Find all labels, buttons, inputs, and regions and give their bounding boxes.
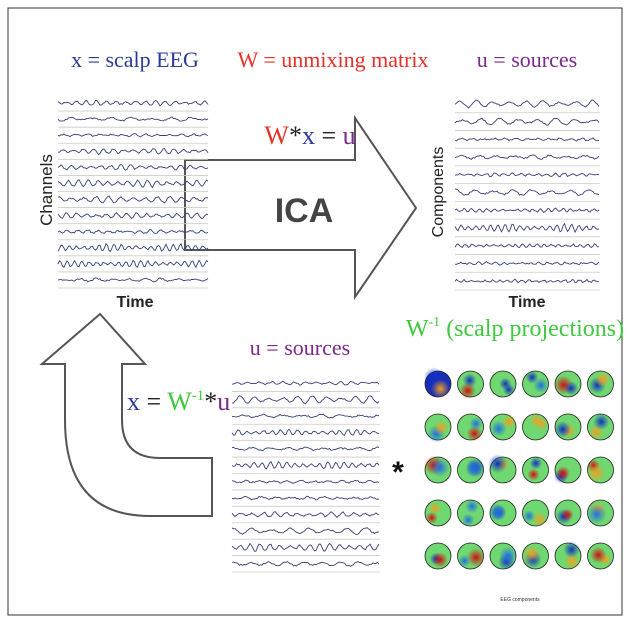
formula-part: W [264, 121, 289, 150]
topo-blob [590, 547, 607, 564]
topo-blob [595, 372, 611, 388]
formula-part: u [217, 387, 230, 416]
topo-blob [527, 468, 540, 481]
topo-blob [489, 503, 507, 521]
topo-blob [431, 380, 450, 399]
formula-part: * [204, 387, 217, 416]
projection-part: (scalp projections) [440, 316, 624, 342]
formula-part: W [167, 387, 192, 416]
topo-caption: EEG components [500, 597, 540, 603]
topo-blob [432, 552, 448, 568]
topo-blob [458, 555, 470, 567]
channels-label: Channels [37, 154, 56, 226]
topo-blob [462, 514, 475, 527]
topo-blob [530, 457, 543, 470]
topo-blob [563, 541, 580, 558]
topo-blob [564, 381, 578, 395]
topo-blob [587, 505, 606, 524]
topo-blob [460, 383, 476, 399]
topo-blob [556, 466, 570, 480]
topo-blob [469, 417, 482, 430]
diagram: x = scalp EEG W = unmixing matrix u = so… [0, 0, 630, 623]
topo-blob [426, 512, 438, 524]
time-label: Time [508, 294, 545, 311]
formula-bottom: x = W-1*u [127, 387, 230, 416]
formula-part: x [302, 121, 315, 150]
time-label: Time [116, 294, 153, 311]
components-label: Components [430, 147, 447, 238]
formula-part: * [289, 121, 302, 150]
topo-blob [554, 421, 570, 437]
topo-blob [499, 378, 511, 390]
topo-blob [593, 414, 609, 430]
projection-part: -1 [429, 315, 441, 330]
topo-blob [465, 459, 484, 478]
formula-part: u [343, 121, 356, 150]
formula-part: = [140, 387, 167, 416]
topo-blob [491, 421, 507, 437]
sources-bottom: u = sources [250, 335, 350, 360]
topo-blob [533, 378, 548, 393]
projection-part: W [406, 316, 429, 342]
topo-blob [523, 510, 535, 522]
formula-top: W*x = u [264, 121, 355, 150]
topo-blob [530, 414, 543, 427]
formula-part: -1 [192, 388, 205, 404]
topo-blob [465, 499, 479, 513]
topo-blob [430, 458, 449, 477]
topo-blob [561, 509, 573, 521]
multiply-sign: * [392, 456, 404, 489]
topo-blob [434, 420, 449, 435]
topo-blob [523, 545, 540, 562]
formula-part: = [315, 121, 343, 150]
eeg-title: x = scalp EEG [71, 47, 199, 72]
topo-blob [499, 547, 517, 565]
topo-blob [488, 454, 507, 473]
formula-part: x [127, 387, 140, 416]
unmix-title: W = unmixing matrix [237, 47, 428, 72]
topo-blob [587, 464, 605, 482]
sources-title: u = sources [477, 47, 577, 72]
ica-label: ICA [275, 192, 334, 230]
